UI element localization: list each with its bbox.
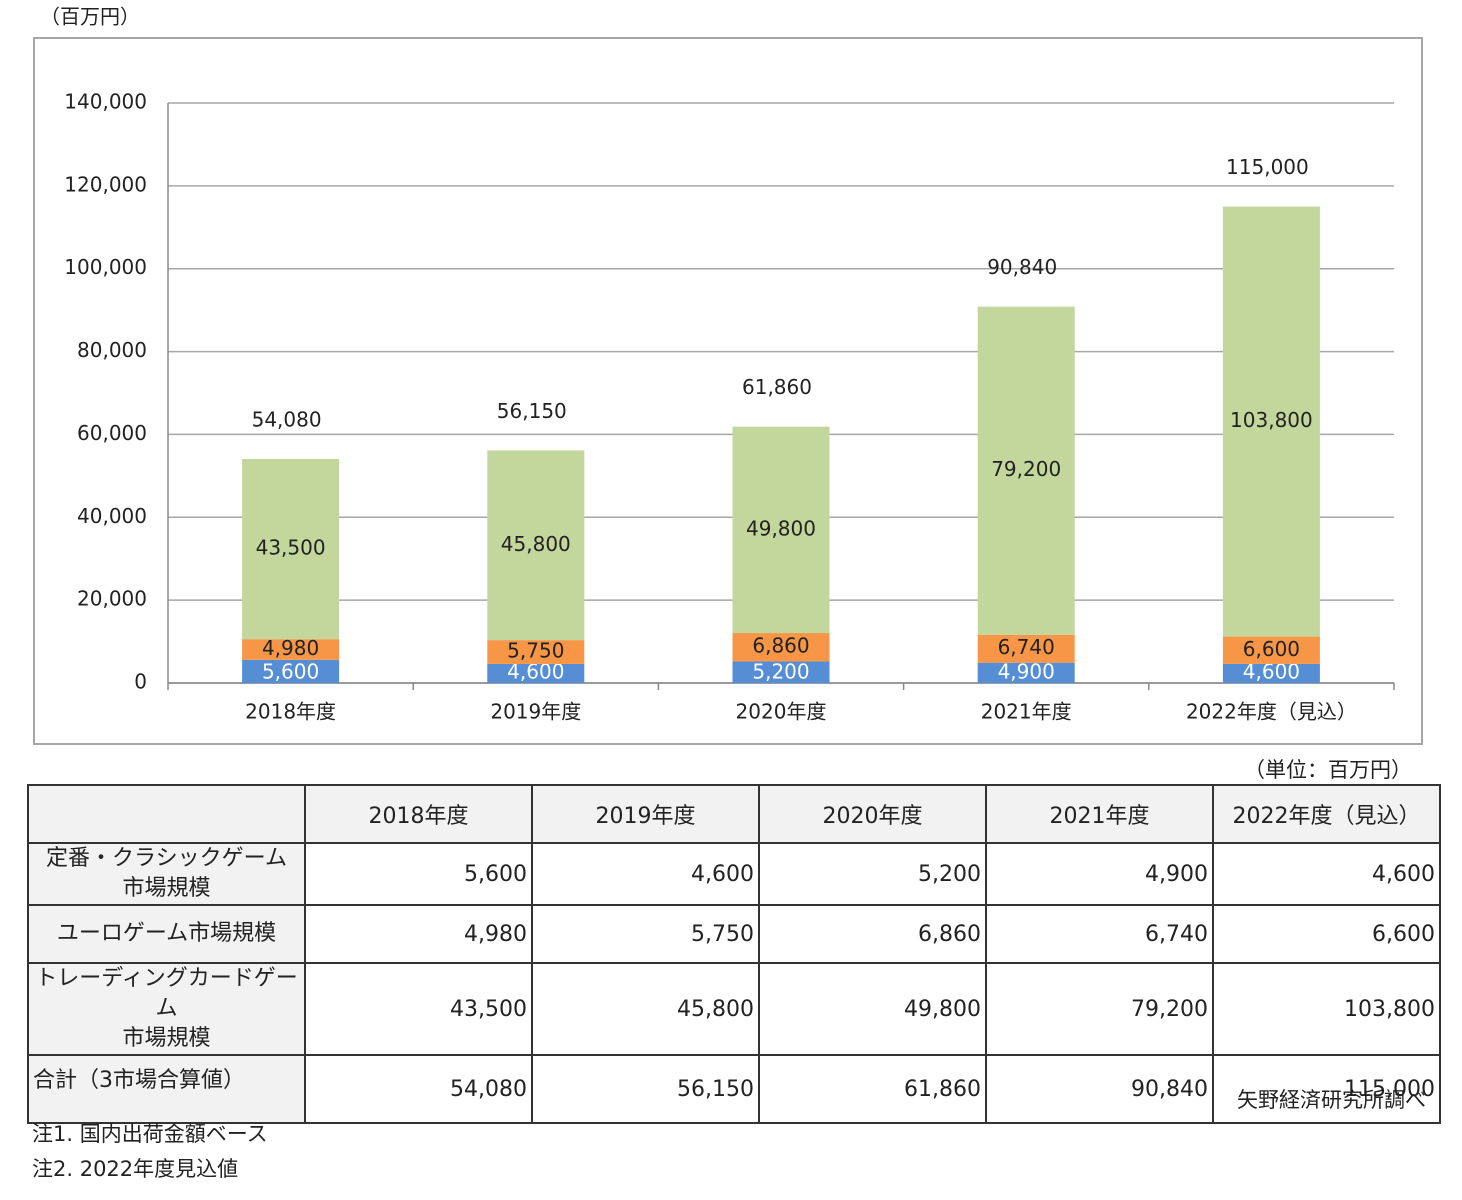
- table-cell: 2019年度: [531, 784, 760, 844]
- table-cell: 54,080: [304, 1054, 533, 1124]
- total-label: 61,860: [742, 375, 812, 399]
- value-label: 6,740: [998, 635, 1055, 659]
- chart-frame: [33, 37, 1423, 745]
- bar-segment: [732, 633, 830, 662]
- value-label: 6,860: [752, 634, 809, 658]
- table-cell: 56,150: [531, 1054, 760, 1124]
- table-cell: 6,600: [1212, 904, 1441, 964]
- value-label: 4,980: [262, 636, 319, 660]
- table-cell: 定番・クラシックゲーム 市場規模: [27, 842, 306, 906]
- bar-segment: [977, 662, 1075, 683]
- bar-segment: [242, 458, 340, 640]
- x-tick-label: 2018年度: [245, 700, 336, 724]
- bar-segment: [732, 426, 830, 634]
- bar-segment: [1222, 663, 1320, 683]
- value-label: 5,750: [507, 639, 564, 663]
- value-label: 103,800: [1230, 408, 1313, 432]
- x-tick-label: 2020年度: [736, 700, 827, 724]
- bar-segment: [977, 634, 1075, 663]
- table-cell: 5,600: [304, 842, 533, 906]
- x-tick-label: 2022年度（見込）: [1186, 700, 1357, 724]
- table-row: 合計（3市場合算値） 54,080 56,150 61,860 90,840 115,00…: [27, 1054, 1441, 1124]
- table-cell: 2018年度: [304, 784, 533, 844]
- value-label: 4,900: [998, 660, 1055, 684]
- value-label: 5,600: [262, 660, 319, 684]
- bar-segment: [487, 450, 585, 641]
- table-cell: 2020年度: [758, 784, 987, 844]
- table-cell: 合計（3市場合算値）: [27, 1054, 306, 1124]
- table-row: トレーディングカードゲーム 市場規模 43,500 45,800 49,800 79,2…: [27, 962, 1441, 1056]
- value-label: 49,800: [746, 516, 816, 540]
- table-row: 2018年度 2019年度 2020年度 2021年度 2022年度（見込）: [27, 784, 1441, 844]
- value-label: 5,200: [752, 660, 809, 684]
- x-tick-label: 2021年度: [981, 700, 1072, 724]
- total-label: 115,000: [1226, 155, 1309, 179]
- total-label: 90,840: [987, 255, 1057, 279]
- value-label: 43,500: [256, 536, 326, 560]
- bar-segment: [487, 663, 585, 683]
- table-cell: 43,500: [304, 962, 533, 1056]
- y-tick-label: 60,000: [77, 421, 147, 445]
- table-cell: 49,800: [758, 962, 987, 1056]
- table-cell: 79,200: [985, 962, 1214, 1056]
- y-unit: （百万円）: [40, 5, 140, 29]
- table-cell: トレーディングカードゲーム 市場規模: [27, 962, 306, 1056]
- table-cell: 4,600: [1212, 842, 1441, 906]
- table-unit: （単位：百万円）: [1244, 758, 1412, 782]
- bar-segment: [487, 640, 585, 664]
- chart: （百万円） 0 20,000 40,000 60,000 80,000 100,000 12…: [33, 5, 1423, 745]
- y-tick-label: 0: [134, 670, 147, 694]
- table-cell: 2021年度: [985, 784, 1214, 844]
- bar-segment: [242, 659, 340, 683]
- bar-segment: [242, 639, 340, 660]
- bar-segment: [1222, 636, 1320, 664]
- table-cell: 45,800: [531, 962, 760, 1056]
- x-tick-label: 2019年度: [490, 700, 581, 724]
- y-tick-label: 80,000: [77, 338, 147, 362]
- table-cell: 5,750: [531, 904, 760, 964]
- table-cell: 6,860: [758, 904, 987, 964]
- table-cell: 4,900: [985, 842, 1214, 906]
- total-label: 54,080: [252, 407, 322, 431]
- table-body: 2018年度 2019年度 2020年度 2021年度 2022年度（見込） 定番・クラシ…: [27, 784, 1441, 1124]
- note: 注2. 2022年度見込値: [32, 1157, 239, 1181]
- y-tick-label: 120,000: [64, 172, 147, 196]
- table-cell: 115,000: [1212, 1054, 1441, 1124]
- table-cell: 6,740: [985, 904, 1214, 964]
- note: 注1. 国内出荷金額ベース: [32, 1122, 268, 1146]
- table-cell: [27, 784, 306, 844]
- source: 矢野経済研究所調べ: [1237, 1088, 1426, 1112]
- table-row: 定番・クラシックゲーム 市場規模 5,600 4,600 5,200 4,900 4,60…: [27, 842, 1441, 906]
- bar-segment: [732, 661, 830, 683]
- value-label: 6,600: [1243, 637, 1300, 661]
- y-tick-label: 20,000: [77, 587, 147, 611]
- table-row: ユーロゲーム市場規模 4,980 5,750 6,860 6,740 6,600: [27, 904, 1441, 964]
- table-cell: 90,840: [985, 1054, 1214, 1124]
- table-cell: 4,600: [531, 842, 760, 906]
- y-tick-label: 40,000: [77, 504, 147, 528]
- table-cell: 103,800: [1212, 962, 1441, 1056]
- data-table: 2018年度 2019年度 2020年度 2021年度 2022年度（見込） 定番・クラシ…: [27, 784, 1441, 1124]
- table-cell: ユーロゲーム市場規模: [27, 904, 306, 964]
- table-cell: 2022年度（見込）: [1212, 784, 1441, 844]
- bar-segment: [977, 306, 1075, 635]
- y-tick-label: 140,000: [64, 90, 147, 114]
- value-label: 79,200: [991, 457, 1061, 481]
- table-cell: 4,980: [304, 904, 533, 964]
- table-cell: 61,860: [758, 1054, 987, 1124]
- y-tick-label: 100,000: [64, 255, 147, 279]
- table-cell: 5,200: [758, 842, 987, 906]
- value-label: 45,800: [501, 532, 571, 556]
- bar-segment: [1222, 206, 1320, 637]
- total-label: 56,150: [497, 399, 567, 423]
